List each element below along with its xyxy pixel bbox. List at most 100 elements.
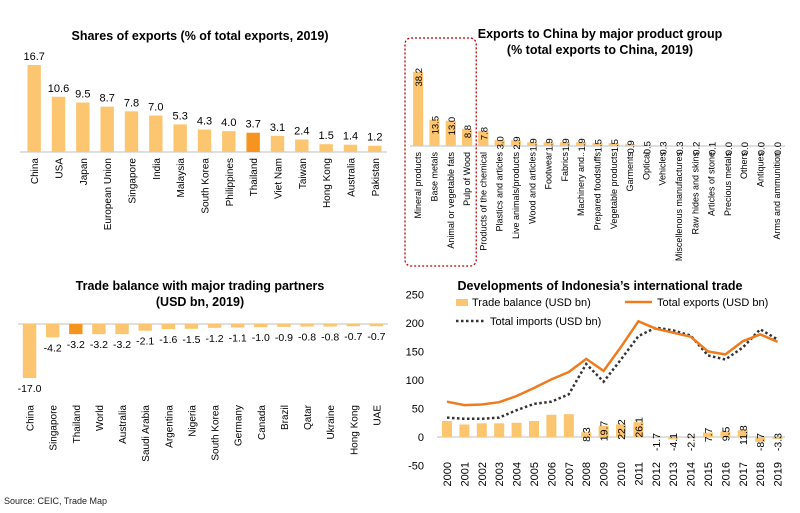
bar-Pakistan bbox=[368, 145, 382, 152]
bar-Saudi Arabia bbox=[138, 324, 152, 331]
tick-label: 2001 bbox=[459, 462, 471, 486]
legend-label: Total exports (USD bn) bbox=[657, 297, 768, 309]
tick-label: Singapore bbox=[128, 158, 139, 204]
tick-label: Plastics and articles bbox=[495, 152, 505, 232]
tick-label: Arms and ammunition bbox=[772, 152, 782, 240]
bar-Australia bbox=[115, 324, 129, 335]
tick-label: World bbox=[95, 405, 106, 431]
data-label: -3.2 bbox=[67, 339, 85, 351]
bar-2008 bbox=[581, 432, 592, 437]
bar-USA bbox=[51, 96, 66, 152]
tick-label: Mineral products bbox=[413, 152, 423, 219]
tick-label: UAE bbox=[372, 405, 383, 426]
tick-label: Wood and articles bbox=[527, 152, 537, 224]
tick-label: Products of the chemical bbox=[478, 152, 488, 251]
tick-label: Hong Kong bbox=[322, 158, 333, 208]
tick-label: 2002 bbox=[477, 462, 489, 486]
data-label: 2.4 bbox=[294, 125, 309, 137]
bar-Hong Kong bbox=[319, 144, 333, 152]
tick-label: South Korea bbox=[201, 158, 212, 214]
bar-Wood and articles bbox=[527, 142, 538, 146]
tick-label: 2014 bbox=[686, 462, 698, 486]
data-label: 13.0 bbox=[447, 117, 458, 136]
bar-Germany bbox=[230, 324, 245, 328]
tick-label: Argentina bbox=[164, 405, 175, 448]
bar-Garments bbox=[625, 144, 636, 146]
data-label: -0.9 bbox=[275, 332, 293, 344]
chart-title: Shares of exports (% of total exports, 2… bbox=[71, 29, 329, 43]
y-tick-label: 0 bbox=[418, 432, 424, 444]
data-label: 1.9 bbox=[561, 138, 572, 151]
tick-label: Base metals bbox=[429, 152, 439, 202]
tick-label: Animal or vegetable fats bbox=[446, 152, 456, 249]
data-label: -0.7 bbox=[344, 331, 362, 343]
bar-Pulp of Wood bbox=[462, 128, 473, 146]
data-label: 3.1 bbox=[270, 122, 285, 134]
tick-label: China bbox=[30, 158, 41, 185]
data-label: -2.2 bbox=[686, 433, 698, 451]
bar-Ukraine bbox=[323, 324, 337, 327]
bar-Hong Kong bbox=[346, 324, 361, 327]
tick-label: 2019 bbox=[773, 462, 785, 486]
data-label: -3.2 bbox=[90, 339, 108, 351]
bar-2003 bbox=[494, 423, 505, 437]
tick-label: Vehicles bbox=[658, 152, 668, 186]
tick-label: USA bbox=[55, 158, 66, 179]
data-label: -0.7 bbox=[367, 331, 385, 343]
data-label: 26.1 bbox=[633, 417, 645, 438]
bar-Products of the chemical bbox=[478, 130, 489, 146]
tick-label: Antiques bbox=[756, 152, 766, 188]
data-label: 0.0 bbox=[740, 142, 751, 155]
bar-2006 bbox=[546, 414, 557, 437]
tick-label: Australia bbox=[347, 158, 358, 197]
bar-2005 bbox=[529, 421, 539, 437]
bar-Argentina bbox=[161, 324, 176, 330]
data-label: 3.0 bbox=[496, 136, 507, 149]
tick-label: Brazil bbox=[280, 405, 291, 430]
data-label: 16.7 bbox=[23, 51, 44, 63]
data-label: 0.0 bbox=[773, 142, 784, 155]
bar-Philippines bbox=[222, 131, 236, 152]
tick-label: 2006 bbox=[546, 462, 558, 486]
data-label: 0.5 bbox=[642, 141, 653, 154]
y-tick-label: -50 bbox=[408, 461, 424, 473]
data-label: -3.2 bbox=[113, 339, 131, 351]
y-tick-label: 200 bbox=[406, 318, 424, 330]
tick-label: 2005 bbox=[529, 462, 541, 486]
bar-Taiwan bbox=[295, 139, 309, 152]
tick-label: 2009 bbox=[599, 462, 611, 486]
bar-Nigeria bbox=[184, 324, 199, 329]
data-label: -1.5 bbox=[182, 334, 200, 346]
data-label: 13.5 bbox=[430, 116, 441, 135]
data-label: -3.3 bbox=[773, 433, 785, 451]
data-label: 1.9 bbox=[545, 138, 556, 151]
bar-2013 bbox=[668, 437, 679, 440]
tick-label: Optical bbox=[641, 152, 651, 180]
data-label: -0.8 bbox=[321, 332, 339, 344]
tick-label: Pakistan bbox=[371, 158, 382, 196]
tick-label: Viet Nam bbox=[274, 158, 285, 199]
legend-label: Total imports (USD bn) bbox=[490, 316, 601, 328]
tick-label: Footwear bbox=[544, 152, 554, 190]
data-label: 2.9 bbox=[512, 136, 523, 149]
data-label: 7.0 bbox=[148, 102, 163, 114]
highlight-box bbox=[404, 37, 477, 267]
bar-Prepared foodstuffs bbox=[592, 143, 603, 146]
data-label: 38.2 bbox=[414, 68, 425, 87]
data-label: 3.7 bbox=[246, 119, 261, 131]
tick-label: Precious metals bbox=[723, 152, 733, 217]
y-tick-label: 150 bbox=[406, 347, 424, 359]
data-label: 8.3 bbox=[581, 427, 593, 442]
data-label: 4.3 bbox=[197, 116, 212, 128]
data-label: 1.9 bbox=[528, 138, 539, 151]
data-label: 4.0 bbox=[221, 117, 236, 129]
legend-swatch bbox=[456, 299, 468, 306]
data-label: 1.2 bbox=[367, 132, 382, 144]
tick-label: 2000 bbox=[442, 462, 454, 486]
tick-label: 2018 bbox=[755, 462, 767, 486]
y-tick-label: 50 bbox=[412, 404, 424, 416]
bar-Thailand bbox=[246, 132, 260, 152]
tick-label: 2007 bbox=[564, 462, 576, 486]
data-label: 7.8 bbox=[479, 127, 490, 140]
tick-label: 2004 bbox=[512, 462, 524, 486]
